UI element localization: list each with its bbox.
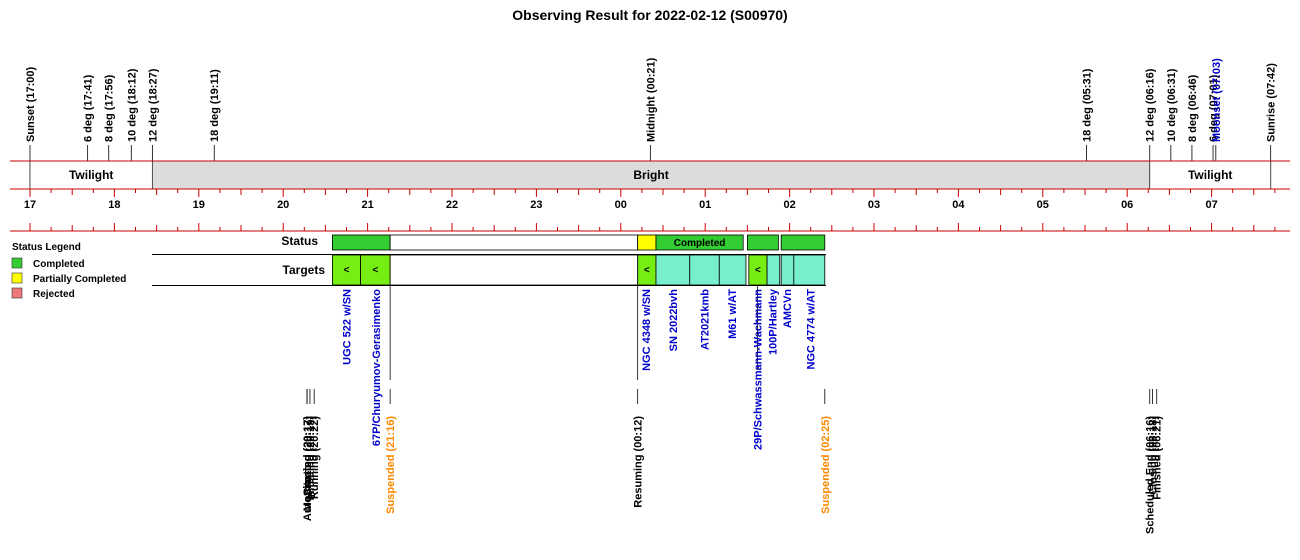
lower-target-name-0: 29P/Schwassmann-Wachmann: [753, 289, 765, 450]
status-segment-5: [780, 234, 826, 251]
status-event-label-3: Initiating (20:19): [305, 416, 317, 501]
time-axis: Twilight Bright Twilight 17 18 19 20 21 22 23 00 01…: [10, 160, 1290, 232]
band-label-1: Bright: [633, 168, 668, 182]
target-marker-0: <: [344, 265, 350, 276]
hour-label-04: 04: [952, 199, 965, 211]
band-label-0: Twilight: [69, 168, 113, 182]
status-event-label-8: Scheduled End (06:16): [1145, 416, 1157, 534]
status-segment-3: [655, 234, 744, 251]
target-block-0: [332, 254, 361, 286]
chart-title: Observing Result for 2022-02-12 (S00970): [512, 7, 787, 23]
event-label-6: Midnight (00:21): [645, 57, 657, 142]
target-name-6: 100P/Hartley: [768, 288, 780, 355]
event-label-12: Moonset (07:03): [1211, 58, 1223, 142]
status-event-label-1: AutoStarting (20:17): [302, 416, 314, 521]
target-name-1: 67P/Churyumov-Gerasimenko: [371, 289, 383, 446]
targets-row-label: Targets: [283, 263, 326, 277]
status-event-label-7: Suspended (02:25): [820, 416, 832, 514]
target-block-4: [655, 254, 691, 286]
hour-label-02: 02: [783, 199, 795, 211]
status-segment-4: [747, 234, 779, 251]
target-name-5: M61 w/AT: [727, 289, 739, 339]
event-label-13: Sunrise (07:42): [1266, 63, 1278, 142]
legend-label-0: Completed: [33, 259, 85, 270]
status-event-label-10: Finished (06:21): [1152, 416, 1164, 500]
target-name-7: AMCVn: [782, 289, 794, 328]
target-marker-7: <: [755, 265, 761, 276]
event-label-7: 18 deg (05:31): [1081, 68, 1093, 142]
status-segment-2: [637, 234, 657, 251]
hour-label-18: 18: [108, 199, 120, 211]
target-block-8: [766, 254, 781, 286]
status-legend: Status Legend Completed Partially Complet…: [11, 242, 126, 300]
target-name-3: SN 2022bvh: [668, 289, 680, 352]
status-events: Monitoring (20:17)AutoStarting (20:17)Cr…: [302, 389, 1164, 534]
legend-swatch-0: [11, 257, 23, 269]
hour-label-21: 21: [361, 199, 373, 211]
event-label-2: 8 deg (17:56): [104, 74, 116, 142]
target-marker-1: <: [372, 265, 378, 276]
event-label-11: 6 deg (07:01): [1208, 74, 1220, 142]
hour-label-07: 07: [1205, 199, 1217, 211]
status-segment-text-3: Completed: [674, 238, 726, 249]
status-event-label-2: Created (20:17): [302, 416, 314, 496]
hour-label-19: 19: [193, 199, 205, 211]
status-target-rows: Status Targets Completed < < < <: [152, 234, 826, 286]
hour-label-05: 05: [1037, 199, 1049, 211]
hour-label-06: 06: [1121, 199, 1133, 211]
hour-label-01: 01: [699, 199, 711, 211]
status-segment-1: [389, 234, 639, 251]
target-names: UGC 522 w/SN 67P/Churyumov-Gerasimenko NGC…: [342, 286, 818, 450]
target-name-4: AT2021kmb: [699, 289, 711, 350]
event-label-1: 6 deg (17:41): [83, 74, 95, 142]
status-event-label-0: Monitoring (20:17): [302, 416, 314, 512]
event-label-10: 8 deg (06:46): [1187, 74, 1199, 142]
status-segment-0: [332, 234, 391, 251]
target-block-2: [389, 254, 639, 286]
status-event-label-9: Closing (06:18): [1148, 416, 1160, 495]
event-markers: Sunset (17:00) 6 deg (17:41) 8 deg (17:56)…: [25, 57, 1278, 189]
target-block-6: [718, 254, 747, 286]
legend-label-1: Partially Completed: [33, 274, 126, 285]
legend-swatch-1: [11, 272, 23, 284]
event-label-4: 12 deg (18:27): [147, 68, 159, 142]
hour-label-03: 03: [868, 199, 880, 211]
hour-label-22: 22: [446, 199, 458, 211]
status-event-label-4: Running (20:22): [309, 416, 321, 499]
band-2: [1149, 160, 1272, 190]
event-label-9: 10 deg (06:31): [1166, 68, 1178, 142]
target-block-10: [793, 254, 826, 286]
hour-label-17: 17: [24, 199, 36, 211]
status-row-label: Status: [281, 234, 318, 248]
target-name-8: NGC 4774 w/AT: [806, 289, 818, 370]
target-name-2: NGC 4348 w/SN: [641, 289, 653, 371]
event-label-5: 18 deg (19:11): [209, 69, 221, 142]
target-marker-3: <: [644, 265, 650, 276]
target-block-9: [780, 254, 795, 286]
event-label-0: Sunset (17:00): [25, 66, 37, 142]
target-block-1: [360, 254, 391, 286]
event-label-8: 12 deg (06:16): [1145, 68, 1157, 142]
legend-swatch-2: [11, 287, 23, 299]
status-event-label-6: Resuming (00:12): [633, 416, 645, 508]
hour-label-23: 23: [530, 199, 542, 211]
hour-label-00: 00: [615, 199, 627, 211]
legend-label-2: Rejected: [33, 289, 75, 300]
target-block-5: [689, 254, 720, 286]
status-event-label-5: Suspended (21:16): [385, 416, 397, 514]
band-label-2: Twilight: [1188, 168, 1232, 182]
hour-label-20: 20: [277, 199, 289, 211]
event-label-3: 10 deg (18:12): [126, 68, 138, 142]
legend-title: Status Legend: [12, 242, 81, 253]
target-name-0: UGC 522 w/SN: [342, 289, 354, 365]
